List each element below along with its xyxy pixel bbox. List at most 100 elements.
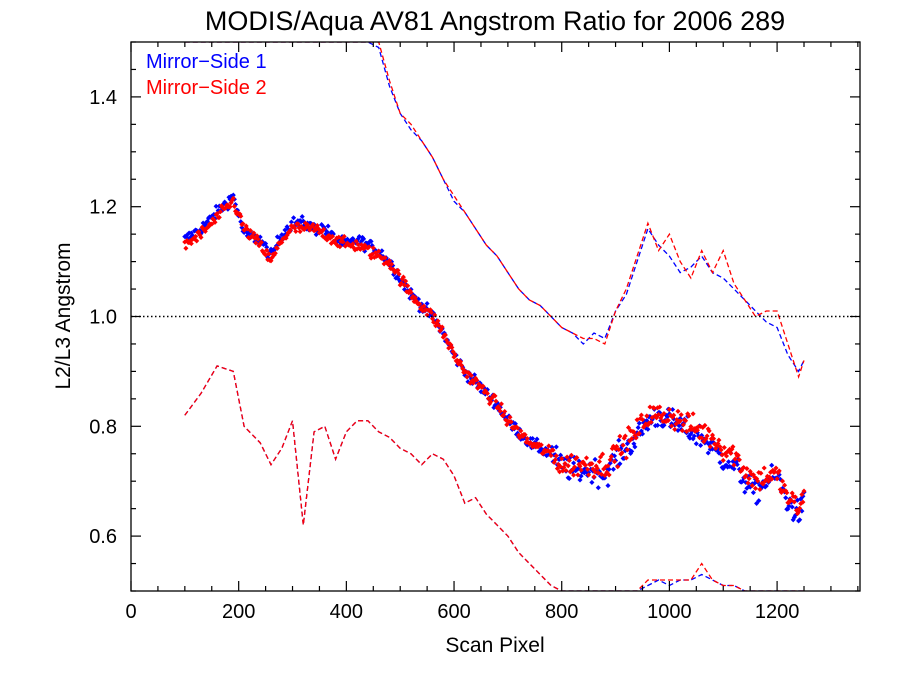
data-point [400,274,406,280]
data-point [439,324,445,330]
data-point [401,282,408,288]
data-point [776,468,782,474]
data-point [636,430,642,436]
data-point [596,459,602,465]
data-point [216,214,222,220]
data-point [635,425,641,431]
data-point [614,443,620,449]
data-point [428,309,434,316]
x-tick-label: 1200 [755,601,800,623]
data-point [774,476,780,482]
envelope-line-lower-mirror-side-2 [184,42,805,379]
data-point [552,457,558,463]
data-point [691,433,697,439]
data-point [446,345,452,351]
envelope-line-upper-mirror-side-1 [184,365,804,591]
data-point [417,301,423,307]
envelope-line-upper-mirror-side-2 [184,365,804,591]
data-point [553,453,559,459]
data-point [735,452,741,458]
data-point [673,421,679,427]
data-point [791,499,797,505]
data-point [577,477,583,483]
data-point [198,234,204,240]
data-point [518,428,524,434]
data-point [212,219,218,225]
data-point [783,495,789,501]
data-point [274,245,280,251]
data-point [669,423,675,429]
data-point [686,413,692,419]
data-point [623,455,629,461]
data-point [730,444,736,450]
data-point [379,248,385,254]
data-point [492,393,498,399]
data-point [755,478,761,484]
data-point [497,408,503,414]
data-point [395,267,401,273]
data-point [797,505,803,511]
data-point [484,390,490,397]
data-point [761,465,767,471]
x-tick-label: 800 [545,601,578,623]
data-point [633,435,639,441]
data-point [341,233,347,239]
data-point [639,431,646,437]
data-point [670,406,676,413]
data-point [572,464,578,470]
data-point [247,228,254,234]
data-point [723,453,730,459]
data-point [424,300,430,307]
data-point [745,480,751,486]
x-tick-label: 600 [437,601,470,623]
data-point [193,233,199,239]
data-point [493,398,499,404]
scatter-series-mirror-side-2 [182,195,807,517]
data-point [405,283,411,289]
data-point [591,474,597,480]
data-point [230,192,236,198]
scatter-series-mirror-side-1 [182,192,807,524]
data-point [563,467,569,474]
data-point [501,412,507,418]
data-point [720,457,726,463]
data-point [690,411,696,417]
data-point [385,262,391,268]
data-point [566,475,572,482]
data-point [638,412,644,418]
data-point [386,258,392,264]
data-point [449,344,455,351]
data-point [498,401,504,407]
data-point [553,444,559,450]
data-point [524,435,530,442]
data-point [705,450,711,456]
data-point [515,425,521,431]
y-axis: 0.6 0.8 1.0 1.2 1.4 [89,41,860,592]
data-point [474,377,480,383]
data-point [644,413,650,419]
data-point [595,485,601,491]
data-point [468,372,474,379]
y-tick-label: 1.4 [89,87,117,109]
data-point [368,255,374,261]
legend-label-mirror-side-2: Mirror−Side 2 [146,77,267,99]
data-point [622,433,628,439]
data-point [687,435,693,441]
data-point [230,195,236,201]
data-point [389,261,395,267]
data-point [684,428,690,435]
data-point [457,359,464,365]
data-point [227,204,233,210]
data-point [583,455,590,461]
x-axis-label: Scan Pixel [445,634,544,657]
data-point [291,215,297,221]
data-point [800,499,806,505]
data-point [606,472,612,478]
data-point [589,461,595,467]
data-point [253,240,259,246]
data-point [665,417,671,423]
data-point [647,404,653,410]
y-tick-label: 1.0 [89,307,117,329]
chart-title: MODIS/Aqua AV81 Angstrom Ratio for 2006 … [205,6,785,36]
